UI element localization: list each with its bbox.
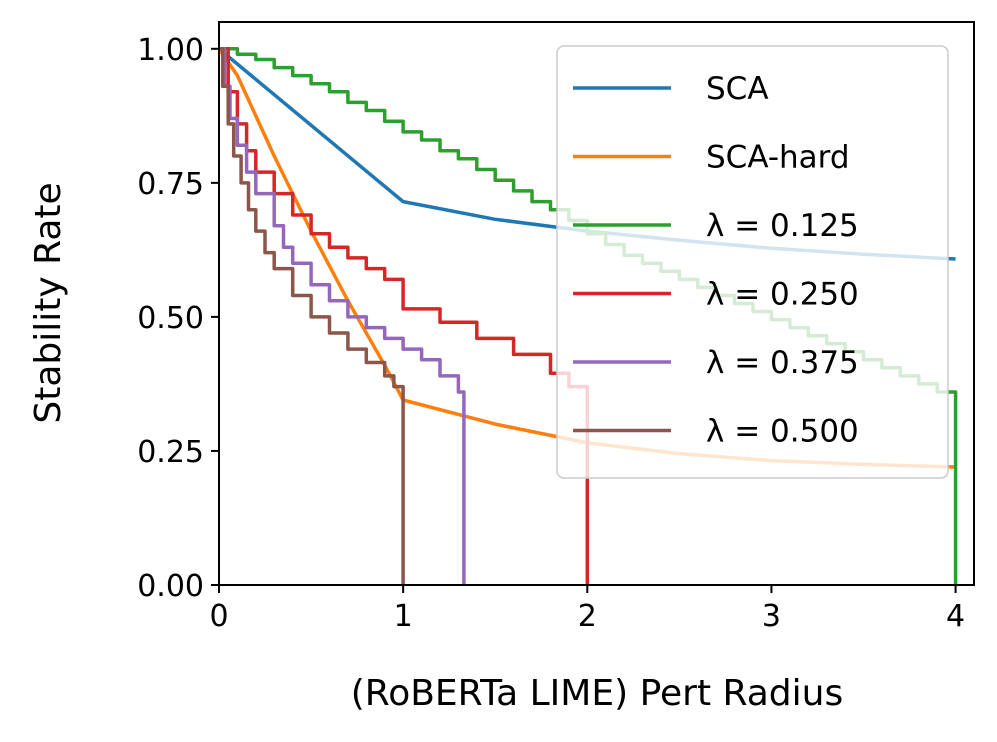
x-tick-label: 1: [394, 599, 413, 634]
legend-label: λ = 0.125: [706, 208, 859, 244]
legend-label: SCA: [706, 71, 769, 107]
legend-label: λ = 0.375: [706, 345, 859, 381]
x-tick-label: 2: [578, 599, 597, 634]
legend-box: [556, 45, 949, 479]
x-axis-label: (RoBERTa LIME) Pert Radius: [351, 673, 843, 714]
y-tick-label: 0.00: [137, 569, 204, 604]
axis-ticks: 0 1 2 3 4 0.00 0.25 0.50 0.75 1.00: [137, 33, 965, 634]
legend-label: λ = 0.500: [706, 414, 859, 450]
y-tick-label: 0.75: [137, 167, 204, 202]
y-tick-label: 1.00: [137, 33, 204, 68]
y-tick-label: 0.50: [137, 301, 204, 336]
x-tick-label: 4: [946, 599, 965, 634]
y-axis-label: Stability Rate: [28, 182, 69, 423]
series-line-3: [219, 47, 590, 585]
legend-label: λ = 0.250: [706, 277, 859, 313]
series-line-5: [219, 47, 405, 585]
y-tick-label: 0.25: [137, 435, 204, 470]
plot-frame: [218, 21, 975, 586]
series-line-4: [219, 47, 466, 585]
x-tick-label: 3: [762, 599, 781, 634]
legend: SCA SCA-hard λ = 0.125 λ = 0.250 λ = 0.375 λ …: [556, 45, 949, 479]
x-tick-label: 0: [209, 599, 228, 634]
legend-label: SCA-hard: [706, 140, 850, 176]
